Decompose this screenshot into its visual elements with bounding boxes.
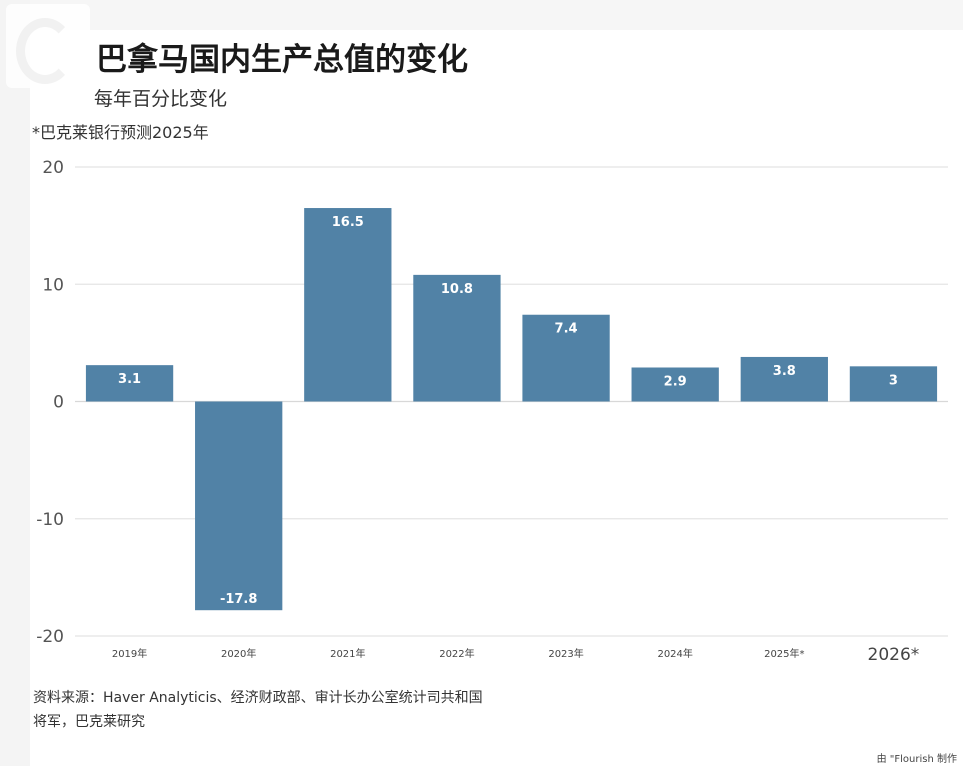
x-tick-label: 2020年: [221, 647, 256, 660]
bar: [522, 314, 610, 402]
value-labels: 3.1 -17.8 16.5 10.8 7.4 2.9 3.8 3: [118, 215, 898, 607]
y-tick-label: 20: [42, 158, 64, 178]
y-tick-label: 0: [53, 393, 64, 413]
data-label: 3.1: [118, 372, 141, 387]
data-label: 3: [889, 373, 898, 388]
data-label: -17.8: [220, 592, 257, 607]
bar: [849, 366, 938, 402]
x-tick-label: 2022年: [439, 647, 474, 660]
forecast-note: *巴克莱银行预测2025年: [32, 123, 209, 142]
x-tick-label: 2019年: [112, 647, 147, 660]
x-axis-ticks: 2019年 2020年 2021年 2022年 2023年 2024年 2025年* 2026…: [112, 645, 919, 665]
y-tick-label: -20: [36, 627, 64, 647]
source-note: 资料来源：Haver Analyticis、经济财政部、审计长办公室统计司共和国…: [33, 690, 483, 730]
y-tick-label: 10: [42, 275, 64, 295]
data-label: 7.4: [555, 322, 578, 337]
x-tick-label: 2023年: [548, 647, 583, 660]
x-tick-label: 2021年: [330, 647, 365, 660]
data-label: 10.8: [441, 282, 473, 297]
chart-title: 巴拿马国内生产总值的变化: [96, 42, 468, 78]
data-label: 2.9: [664, 374, 687, 389]
flourish-credit[interactable]: 由 "Flourish 制作: [876, 754, 957, 765]
bar: [740, 356, 828, 402]
x-tick-label: 2026*: [868, 645, 920, 665]
top-background-strip: [0, 0, 963, 30]
bar: [304, 208, 392, 402]
bar-chart: 3.1 -17.8 16.5 10.8 7.4 2.9 3.8 3 20 10 0 -10 -20 2…: [36, 158, 948, 665]
bar: [631, 367, 719, 402]
bar: [195, 401, 283, 611]
chart-subtitle: 每年百分比变化: [94, 88, 228, 110]
data-label: 3.8: [773, 364, 796, 379]
y-axis-ticks: 20 10 0 -10 -20: [36, 158, 64, 647]
left-background-strip: [0, 0, 30, 766]
x-tick-label: 2024年: [657, 647, 692, 660]
bar: [413, 274, 501, 402]
y-tick-label: -10: [36, 510, 64, 530]
bar: [85, 365, 174, 402]
bars: [85, 208, 938, 611]
logo-icon: [6, 4, 90, 88]
x-tick-label: 2025年*: [764, 647, 804, 660]
data-label: 16.5: [332, 215, 364, 230]
